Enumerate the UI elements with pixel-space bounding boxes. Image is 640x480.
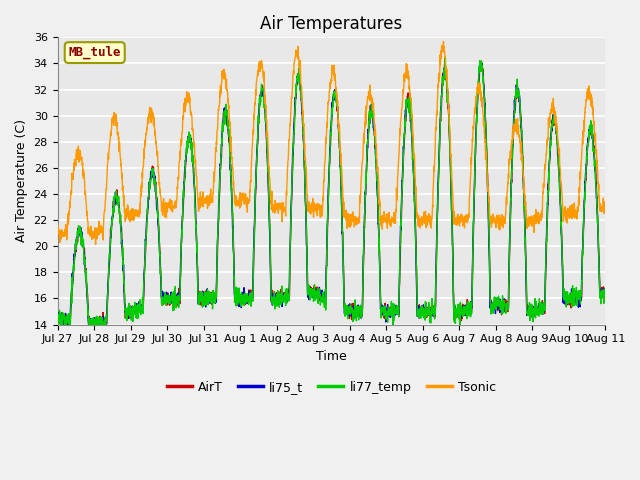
AirT bbox=[569, 292, 577, 298]
Tsonic bbox=[207, 191, 214, 196]
AirT bbox=[207, 291, 214, 297]
li75_t bbox=[477, 59, 484, 64]
Tsonic bbox=[348, 211, 355, 217]
AirT bbox=[477, 60, 484, 65]
Tsonic bbox=[54, 231, 61, 237]
li77_temp bbox=[85, 329, 93, 335]
li75_t bbox=[569, 295, 577, 301]
AirT bbox=[491, 305, 499, 311]
li77_temp bbox=[360, 264, 367, 269]
li75_t bbox=[491, 300, 499, 305]
Legend: AirT, li75_t, li77_temp, Tsonic: AirT, li75_t, li77_temp, Tsonic bbox=[162, 376, 501, 399]
li75_t bbox=[602, 288, 609, 293]
li77_temp bbox=[602, 288, 609, 294]
Y-axis label: Air Temperature (C): Air Temperature (C) bbox=[15, 120, 28, 242]
li75_t bbox=[89, 327, 97, 333]
li77_temp bbox=[441, 55, 449, 61]
li77_temp bbox=[348, 310, 355, 315]
li77_temp bbox=[54, 320, 61, 326]
li77_temp bbox=[491, 302, 499, 308]
AirT bbox=[54, 313, 61, 319]
Line: li75_t: li75_t bbox=[58, 61, 605, 330]
AirT bbox=[90, 327, 97, 333]
Line: AirT: AirT bbox=[58, 62, 605, 330]
Tsonic bbox=[554, 125, 561, 131]
Tsonic bbox=[360, 144, 367, 149]
X-axis label: Time: Time bbox=[316, 350, 347, 363]
AirT bbox=[554, 137, 561, 143]
li75_t bbox=[360, 253, 367, 259]
li75_t bbox=[348, 306, 355, 312]
Tsonic bbox=[569, 202, 577, 207]
Title: Air Temperatures: Air Temperatures bbox=[260, 15, 403, 33]
Tsonic bbox=[491, 219, 499, 225]
Tsonic bbox=[92, 241, 99, 247]
li75_t bbox=[54, 318, 61, 324]
Line: Tsonic: Tsonic bbox=[58, 42, 605, 244]
li75_t bbox=[207, 298, 214, 304]
AirT bbox=[602, 287, 609, 293]
li75_t bbox=[554, 141, 561, 147]
Tsonic bbox=[602, 205, 609, 211]
li77_temp bbox=[207, 290, 214, 296]
li77_temp bbox=[554, 142, 561, 147]
AirT bbox=[360, 267, 367, 273]
Tsonic bbox=[440, 39, 447, 45]
Text: MB_tule: MB_tule bbox=[68, 46, 121, 59]
li77_temp bbox=[569, 283, 577, 288]
AirT bbox=[348, 305, 355, 311]
Line: li77_temp: li77_temp bbox=[58, 58, 605, 332]
